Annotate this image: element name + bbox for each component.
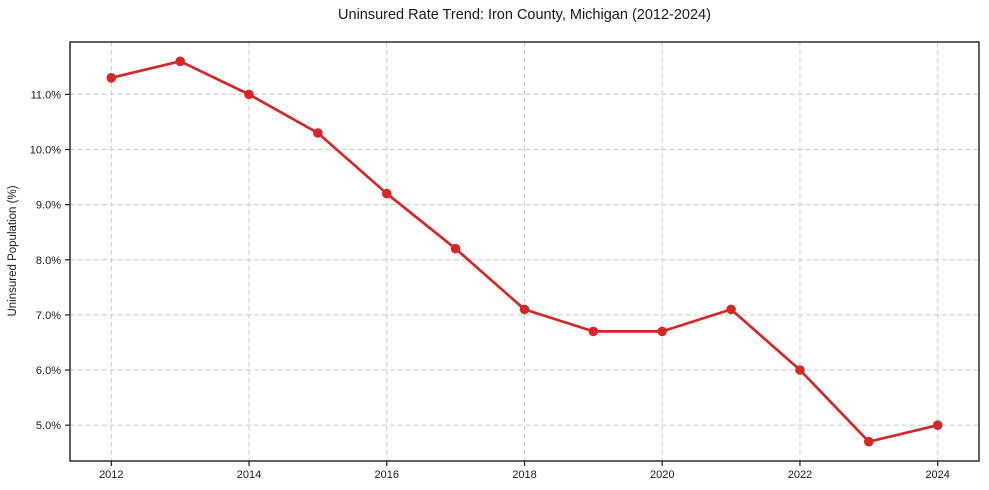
y-tick-label: 11.0% — [31, 89, 62, 101]
y-tick-label: 5.0% — [36, 420, 61, 432]
data-point-2012 — [106, 73, 117, 83]
data-point-2019 — [588, 326, 599, 337]
data-point-2022 — [795, 365, 805, 375]
data-point-2016 — [382, 188, 392, 199]
data-point-2017 — [450, 243, 461, 254]
data-point-2015 — [313, 128, 323, 138]
data-point-2013 — [175, 56, 185, 67]
x-tick-label: 2018 — [512, 469, 536, 481]
x-tick-label: 2012 — [99, 469, 123, 481]
data-point-2014 — [244, 89, 254, 100]
y-tick-label: 7.0% — [36, 310, 61, 322]
data-point-2018 — [519, 304, 530, 315]
y-tick-label: 6.0% — [36, 365, 61, 377]
x-tick-label: 2016 — [375, 469, 399, 481]
data-point-2024 — [932, 420, 943, 431]
data-point-2020 — [657, 326, 667, 337]
y-tick-label: 8.0% — [36, 255, 61, 267]
x-tick-label: 2020 — [650, 469, 674, 481]
chart-title: Uninsured Rate Trend: Iron County, Michi… — [338, 7, 711, 23]
x-tick-label: 2024 — [925, 469, 949, 481]
x-tick-label: 2014 — [237, 469, 261, 481]
y-tick-label: 10.0% — [30, 145, 61, 157]
data-point-2023 — [864, 436, 874, 447]
data-point-2021 — [726, 304, 736, 315]
y-tick-label: 9.0% — [36, 200, 61, 212]
x-tick-label: 2022 — [788, 469, 812, 481]
